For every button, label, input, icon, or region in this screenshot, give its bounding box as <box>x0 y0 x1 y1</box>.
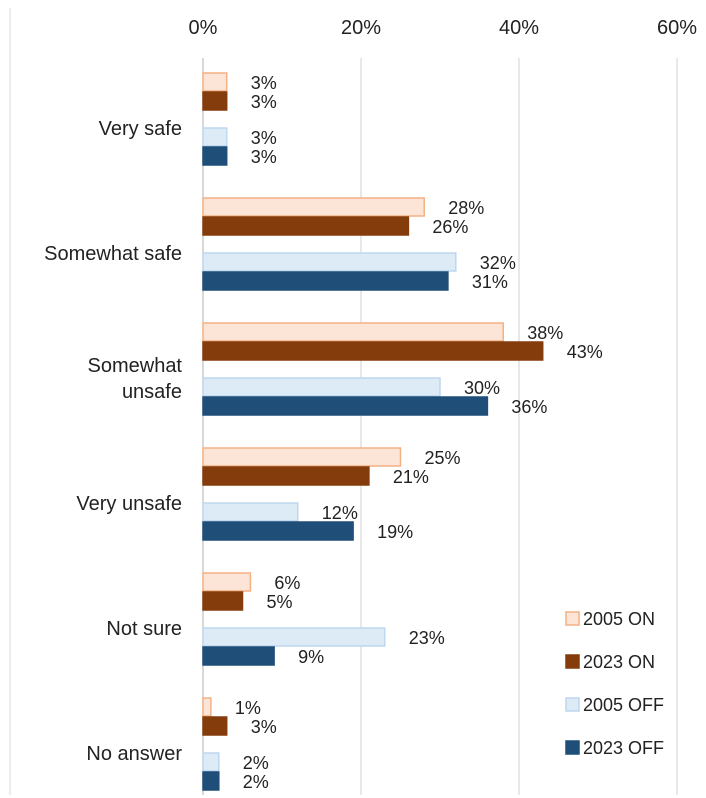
bar-2023-on <box>202 716 228 736</box>
data-label: 31% <box>472 272 508 292</box>
data-label: 36% <box>511 397 547 417</box>
bar-2023-off <box>202 271 449 291</box>
bar-2023-off <box>202 521 354 541</box>
category-label: Very unsafe <box>76 493 182 515</box>
bars <box>202 72 544 791</box>
x-axis-ticks: 0% 20% 40% 60% <box>189 17 698 39</box>
bar-2005-off <box>202 127 228 147</box>
category-label: unsafe <box>122 381 182 403</box>
bar-2023-off <box>202 771 220 791</box>
bar-2005-off <box>202 752 220 772</box>
bar-2023-off <box>202 396 489 416</box>
data-label: 3% <box>251 73 277 93</box>
legend-label: 2023 ON <box>583 652 655 672</box>
bar-2023-off <box>202 146 228 166</box>
data-label: 32% <box>480 253 516 273</box>
x-tick-label: 0% <box>189 17 218 39</box>
legend-swatch <box>565 611 580 626</box>
data-label: 43% <box>567 342 603 362</box>
legend-label: 2005 OFF <box>583 695 664 715</box>
bar-2005-on <box>202 322 504 342</box>
data-label: 21% <box>393 467 429 487</box>
legend-swatch <box>565 740 580 755</box>
bar-2005-off <box>202 377 441 397</box>
bar-2023-off <box>202 646 275 666</box>
data-label: 38% <box>527 323 563 343</box>
category-label: Very safe <box>99 118 182 140</box>
data-label: 6% <box>274 573 300 593</box>
data-label: 3% <box>251 717 277 737</box>
data-label: 30% <box>464 378 500 398</box>
data-label: 28% <box>448 198 484 218</box>
x-tick-label: 40% <box>499 17 539 39</box>
data-label: 5% <box>267 592 293 612</box>
bar-2005-on <box>202 447 402 467</box>
data-label: 2% <box>243 753 269 773</box>
data-label: 3% <box>251 128 277 148</box>
category-labels: Very safe Somewhat safe Somewhat unsafe Very… <box>44 118 182 765</box>
bar-2023-on <box>202 216 410 236</box>
bar-2005-on <box>202 697 212 717</box>
x-tick-label: 20% <box>341 17 381 39</box>
bar-2005-on <box>202 197 425 217</box>
gridlines <box>9 8 678 795</box>
data-labels: 3%3%3%3%28%26%32%31%38%43%30%36%25%21%12… <box>235 73 603 792</box>
legend-swatch <box>565 654 580 669</box>
bar-2023-on <box>202 466 370 486</box>
category-label: Somewhat <box>88 355 183 377</box>
data-label: 9% <box>298 647 324 667</box>
data-label: 26% <box>432 217 468 237</box>
category-label: Not sure <box>106 618 182 640</box>
bar-2005-off <box>202 502 299 522</box>
bar-2005-off <box>202 252 457 272</box>
bar-2005-on <box>202 72 228 92</box>
data-label: 23% <box>409 628 445 648</box>
bar-2023-on <box>202 91 228 111</box>
bar-2023-on <box>202 591 244 611</box>
data-label: 1% <box>235 698 261 718</box>
legend: 2005 ON 2023 ON 2005 OFF 2023 OFF <box>565 609 664 758</box>
legend-swatch <box>565 697 580 712</box>
category-label: No answer <box>86 743 182 765</box>
data-label: 25% <box>425 448 461 468</box>
legend-label: 2023 OFF <box>583 738 664 758</box>
bar-2023-on <box>202 341 544 361</box>
bar-2005-off <box>202 627 386 647</box>
data-label: 3% <box>251 92 277 112</box>
data-label: 3% <box>251 147 277 167</box>
legend-label: 2005 ON <box>583 609 655 629</box>
data-label: 19% <box>377 522 413 542</box>
data-label: 12% <box>322 503 358 523</box>
bar-2005-on <box>202 572 252 592</box>
category-label: Somewhat safe <box>44 243 182 265</box>
x-tick-label: 60% <box>657 17 697 39</box>
data-label: 2% <box>243 772 269 792</box>
